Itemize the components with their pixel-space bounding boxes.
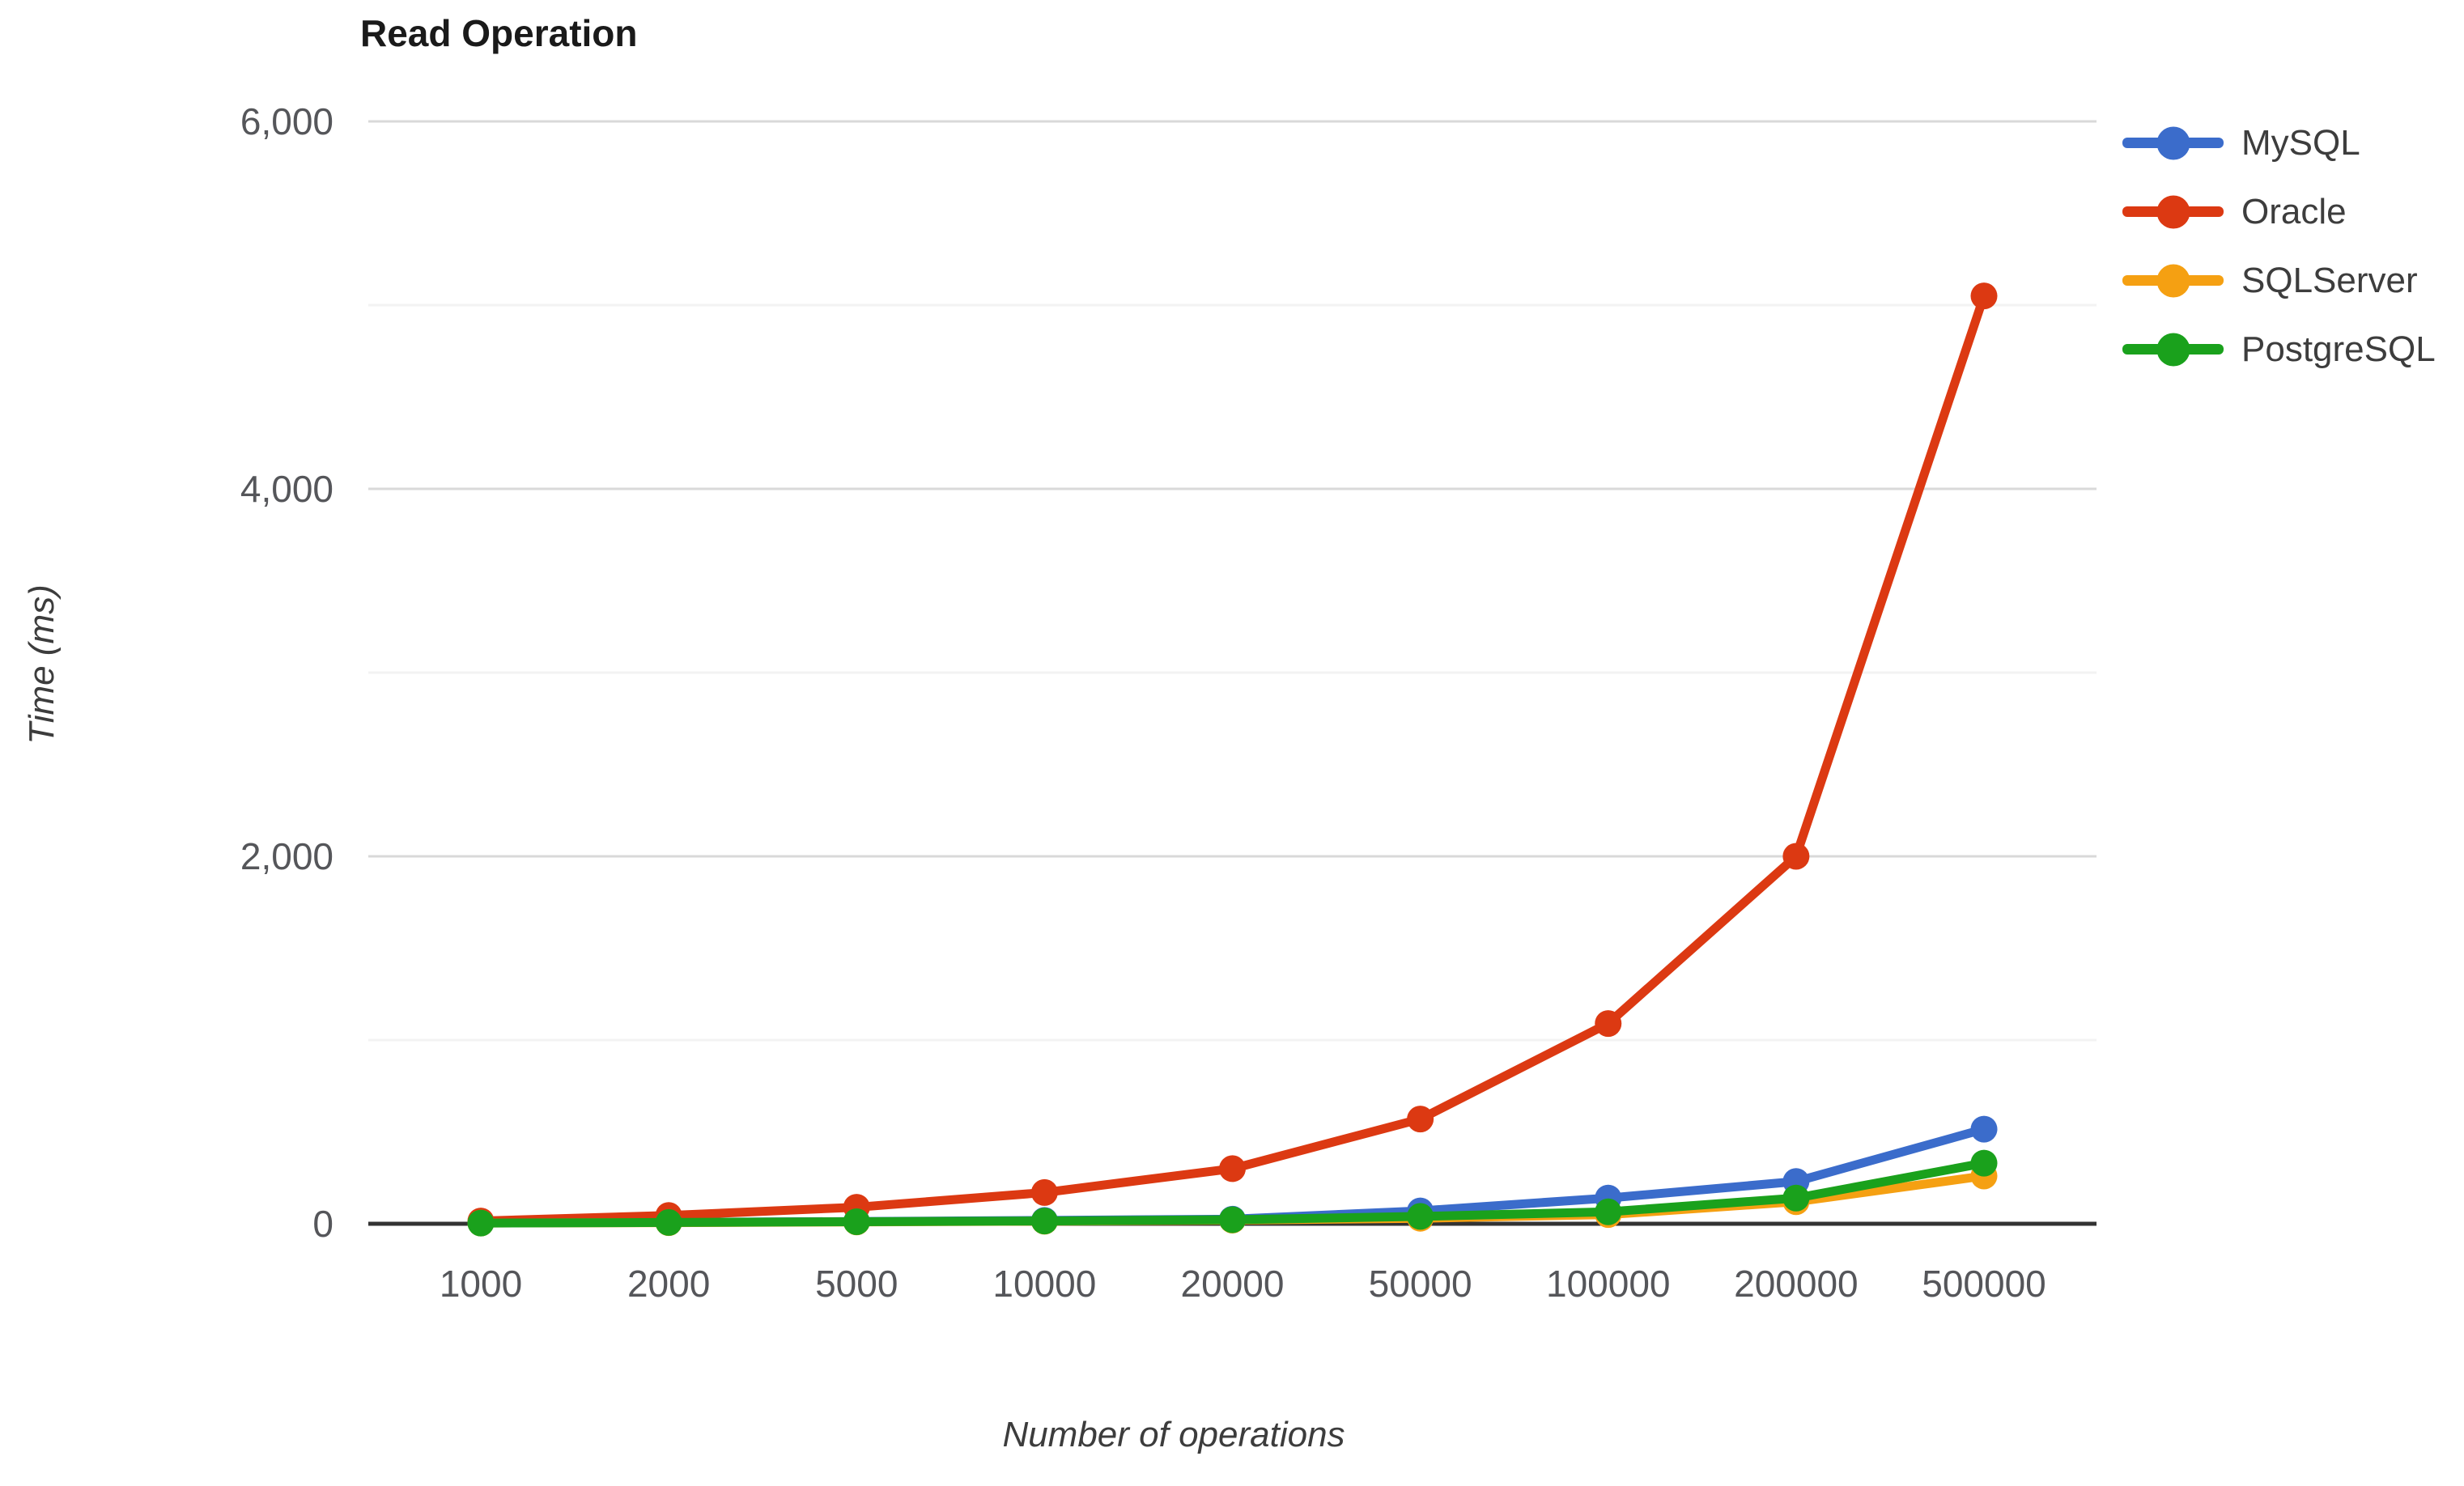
y-tick-label: 4,000 [240, 468, 333, 510]
x-tick-label: 2000 [627, 1263, 710, 1305]
legend-label: SQLServer [2241, 260, 2418, 300]
legend-label: Oracle [2241, 191, 2347, 231]
legend-item-postgresql[interactable]: PostgreSQL [2122, 315, 2436, 384]
data-point-postgresql[interactable] [1407, 1203, 1434, 1230]
data-point-postgresql[interactable] [1030, 1208, 1058, 1235]
data-point-postgresql[interactable] [467, 1209, 495, 1237]
legend-item-oracle[interactable]: Oracle [2122, 177, 2436, 246]
data-point-oracle[interactable] [1407, 1106, 1434, 1133]
chart-legend: MySQL Oracle SQLServer PostgreSQL [2122, 108, 2436, 384]
chart-title: Read Operation [360, 12, 638, 54]
x-tick-label: 100000 [1546, 1263, 1671, 1305]
series-line-oracle [476, 291, 1989, 1226]
data-point-postgresql[interactable] [843, 1208, 870, 1236]
data-point-postgresql[interactable] [1595, 1198, 1622, 1225]
x-tick-label: 10000 [992, 1263, 1096, 1305]
y-tick-label: 0 [312, 1203, 333, 1245]
legend-item-sqlserver[interactable]: SQLServer [2122, 246, 2436, 315]
legend-line-swatch [2122, 333, 2224, 366]
x-tick-label: 500000 [1922, 1263, 2046, 1305]
legend-item-mysql[interactable]: MySQL [2122, 108, 2436, 177]
data-point-oracle[interactable] [1595, 1010, 1622, 1038]
legend-line-swatch [2122, 195, 2224, 228]
x-tick-label: 200000 [1734, 1263, 1859, 1305]
data-point-oracle[interactable] [1030, 1178, 1058, 1206]
data-point-oracle[interactable] [1970, 282, 1998, 310]
data-point-postgresql[interactable] [1219, 1206, 1246, 1233]
y-tick-label: 6,000 [240, 100, 333, 142]
legend-point-icon [2156, 264, 2190, 297]
x-axis-title: Number of operations [1002, 1415, 1345, 1454]
legend-label: MySQL [2241, 122, 2360, 163]
data-point-postgresql[interactable] [655, 1208, 682, 1236]
y-axis-title: Time (ms) [22, 584, 62, 745]
x-tick-label: 50000 [1369, 1263, 1472, 1305]
x-tick-label: 5000 [815, 1263, 898, 1305]
data-point-oracle[interactable] [1782, 843, 1810, 870]
data-point-mysql[interactable] [1970, 1115, 1998, 1143]
legend-line-swatch [2122, 264, 2224, 297]
data-point-postgresql[interactable] [1970, 1149, 1998, 1177]
legend-label: PostgreSQL [2241, 329, 2436, 369]
x-tick-label: 1000 [440, 1263, 522, 1305]
legend-point-icon [2156, 333, 2190, 366]
x-tick-label: 20000 [1181, 1263, 1285, 1305]
data-point-oracle[interactable] [1219, 1155, 1246, 1182]
legend-point-icon [2156, 126, 2190, 159]
legend-point-icon [2156, 195, 2190, 228]
data-point-postgresql[interactable] [1782, 1184, 1810, 1212]
y-tick-label: 2,000 [240, 835, 333, 877]
legend-line-swatch [2122, 126, 2224, 159]
